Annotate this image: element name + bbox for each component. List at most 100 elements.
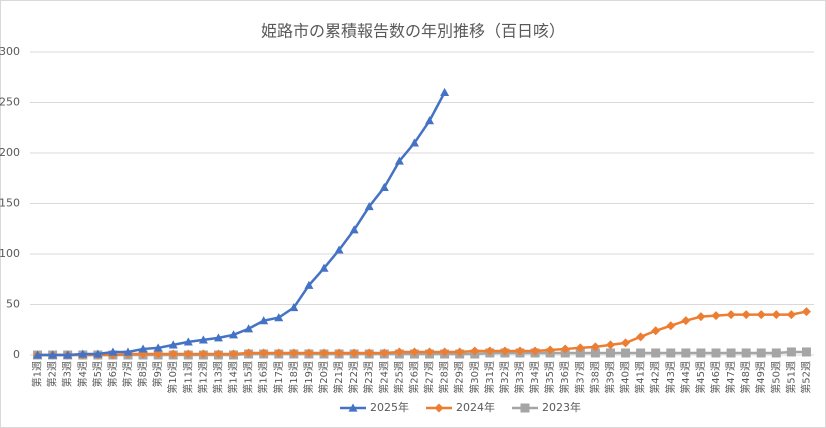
point xyxy=(621,338,631,348)
point xyxy=(756,348,766,358)
point xyxy=(153,343,163,352)
point xyxy=(108,347,118,356)
point xyxy=(78,349,88,358)
point xyxy=(530,346,540,356)
y-tick-label: 200 xyxy=(0,146,20,159)
x-tick-label: 第5週 xyxy=(91,361,104,387)
y-tick-label: 100 xyxy=(0,247,20,260)
point xyxy=(711,348,721,358)
point xyxy=(379,182,389,191)
x-tick-label: 第19週 xyxy=(302,361,315,394)
x-tick-label: 第20週 xyxy=(317,361,330,394)
point xyxy=(334,348,344,358)
x-tick-label: 第42週 xyxy=(649,361,662,394)
x-tick-label: 第45週 xyxy=(694,361,707,394)
y-tick-label: 300 xyxy=(0,45,20,58)
point xyxy=(349,225,359,234)
x-tick-label: 第13週 xyxy=(211,361,224,394)
x-tick-label: 第28週 xyxy=(438,361,451,394)
x-tick-label: 第16週 xyxy=(257,361,270,394)
legend-label: 2023年 xyxy=(542,400,581,414)
point xyxy=(500,346,510,356)
x-tick-label: 第18週 xyxy=(287,361,300,394)
x-tick-label: 第9週 xyxy=(151,361,164,387)
x-tick-label: 第21週 xyxy=(332,361,345,394)
chart-title: 姫路市の累積報告数の年別推移（百日咳） xyxy=(261,22,565,41)
x-tick-label: 第30週 xyxy=(468,361,481,394)
point xyxy=(711,311,721,321)
x-tick-label: 第31週 xyxy=(483,361,496,394)
point xyxy=(93,349,103,358)
point xyxy=(198,349,208,359)
point xyxy=(289,303,299,312)
point xyxy=(213,349,223,359)
x-tick-label: 第44週 xyxy=(679,361,692,394)
point xyxy=(394,156,404,165)
point xyxy=(771,310,781,320)
series-line xyxy=(37,310,807,357)
x-tick-label: 第52週 xyxy=(799,361,812,394)
series-line xyxy=(37,91,446,357)
point xyxy=(741,348,751,358)
x-tick-label: 第43週 xyxy=(664,361,677,394)
point xyxy=(274,348,284,358)
x-tick-label: 第2週 xyxy=(46,361,59,387)
point xyxy=(440,87,450,96)
x-tick-label: 第25週 xyxy=(392,361,405,394)
point xyxy=(560,344,570,354)
x-tick-label: 第46週 xyxy=(709,361,722,394)
point xyxy=(801,307,811,317)
x-tick-label: 第32週 xyxy=(498,361,511,394)
point xyxy=(379,348,389,358)
x-tick-label: 第33週 xyxy=(513,361,526,394)
point xyxy=(520,403,530,413)
x-tick-label: 第37週 xyxy=(573,361,586,394)
point xyxy=(348,403,358,412)
x-tick-label: 第6週 xyxy=(106,361,119,387)
x-tick-label: 第15週 xyxy=(242,361,255,394)
point xyxy=(666,348,676,358)
point xyxy=(409,138,419,147)
x-tick-label: 第1週 xyxy=(31,361,44,387)
x-tick-label: 第48週 xyxy=(739,361,752,394)
x-tick-label: 第3週 xyxy=(61,361,74,387)
point xyxy=(455,347,465,357)
point xyxy=(575,348,585,358)
point xyxy=(515,346,525,356)
point xyxy=(168,349,178,359)
point xyxy=(636,332,646,342)
y-tick-label: 50 xyxy=(6,298,20,311)
point xyxy=(168,340,178,349)
x-tick-label: 第10週 xyxy=(166,361,179,394)
point xyxy=(485,346,495,356)
point xyxy=(801,347,811,357)
point xyxy=(229,330,239,339)
point xyxy=(605,340,615,350)
x-tick-label: 第26週 xyxy=(407,361,420,394)
point xyxy=(138,344,148,353)
point xyxy=(756,310,766,320)
point xyxy=(274,313,284,322)
point xyxy=(696,312,706,322)
point xyxy=(259,348,269,358)
point xyxy=(651,326,661,336)
point xyxy=(590,348,600,358)
point xyxy=(786,347,796,357)
legend-label: 2024年 xyxy=(456,400,495,414)
point xyxy=(213,333,223,342)
point xyxy=(545,345,555,355)
point xyxy=(726,310,736,320)
point xyxy=(590,342,600,352)
x-tick-label: 第4週 xyxy=(76,361,89,387)
x-tick-label: 第41週 xyxy=(634,361,647,394)
point xyxy=(726,348,736,358)
x-tick-label: 第23週 xyxy=(362,361,375,394)
x-tick-label: 第40週 xyxy=(619,361,632,394)
point xyxy=(259,316,269,325)
point xyxy=(575,343,585,353)
x-tick-label: 第51週 xyxy=(784,361,797,394)
point xyxy=(304,280,314,289)
point xyxy=(681,348,691,358)
point xyxy=(183,349,193,359)
